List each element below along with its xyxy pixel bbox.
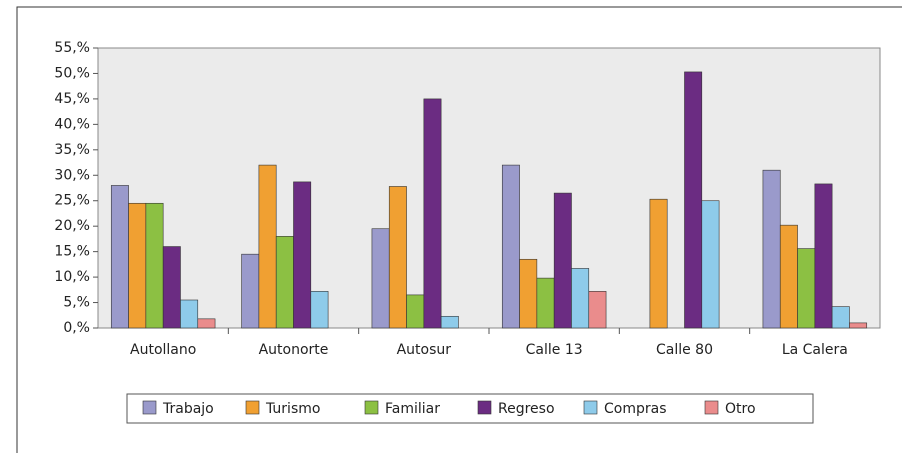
bar [180,299,199,329]
x-tick-label: La Calera [782,342,848,358]
y-tick-label: 45,% [54,91,90,107]
y-tick-label: 25,% [54,193,90,209]
y-tick-label: 20,% [54,218,90,234]
bar [814,183,833,329]
x-tick-label: Autosur [397,342,452,358]
legend-swatch [142,400,157,415]
y-tick-label: 10,% [54,269,90,285]
y-tick-label: 30,% [54,167,90,183]
x-tick-label: Autonorte [259,342,329,358]
legend-swatch [245,400,260,415]
bar [293,181,312,329]
bar [241,253,260,329]
bar [388,186,407,329]
bar [162,246,181,329]
bar [684,71,703,329]
bar [501,164,520,329]
legend-label: Regreso [498,401,555,417]
y-tick-label: 5,% [63,295,90,311]
legend-swatch [477,400,492,415]
bar [197,318,216,329]
y-tick-label: 15,% [54,244,90,260]
legend-label: Otro [725,401,756,417]
bar [649,198,668,329]
y-tick-label: 40,% [54,116,90,132]
bar [831,306,850,329]
bar [110,185,129,329]
legend-box [126,393,814,424]
bar [519,258,538,329]
legend-swatch [364,400,379,415]
frame [16,6,902,453]
bar [310,291,329,329]
bar [779,224,798,329]
bar [128,202,147,329]
bar [406,294,425,329]
bar [536,277,555,329]
bar [553,192,572,329]
x-tick-label: Calle 13 [526,342,583,358]
bar [275,236,294,329]
bar [849,322,868,329]
y-tick-label: 0,% [63,320,90,336]
bar [258,164,277,329]
bar [797,248,816,329]
y-tick-label: 50,% [54,65,90,81]
legend-label: Familiar [385,401,440,417]
bar [371,228,390,329]
x-tick-label: Calle 80 [656,342,713,358]
bar [588,291,607,329]
x-tick-label: Autollano [130,342,196,358]
legend-label: Compras [604,401,667,417]
bar [701,200,720,329]
y-tick-label: 35,% [54,142,90,158]
legend-swatch [704,400,719,415]
bar [440,315,459,329]
y-tick-label: 55,% [54,40,90,56]
bar [423,98,442,329]
legend-swatch [583,400,598,415]
bar [571,268,590,329]
bar [762,169,781,329]
legend-label: Trabajo [162,401,214,417]
bar [145,202,164,329]
legend-label: Turismo [265,401,320,417]
